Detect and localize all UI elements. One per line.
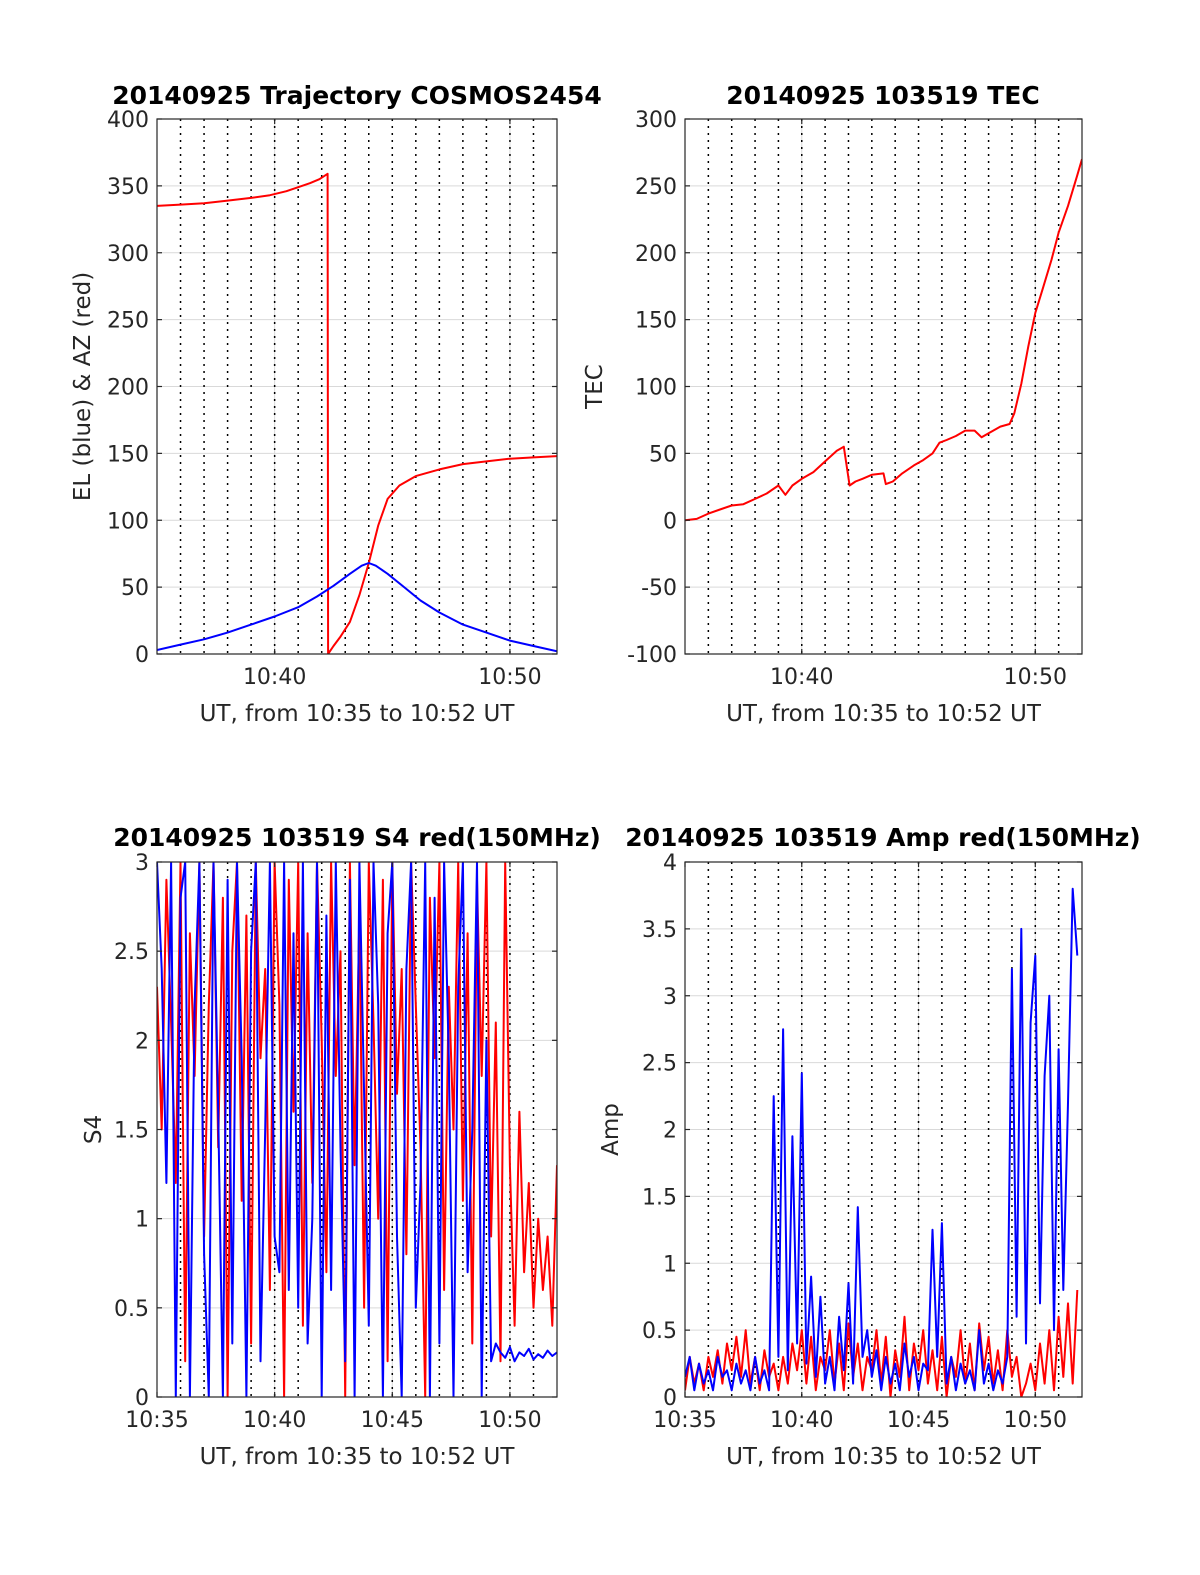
- chart-s4-ylabel: S4: [81, 1115, 107, 1144]
- chart-tec-ytick-label-1: -50: [641, 576, 677, 601]
- chart-tec-xtick-label-0: 10:40: [770, 665, 833, 690]
- chart-amp-xtick-label-1: 10:40: [770, 1408, 833, 1433]
- panel-s4: 0 0.5 1 1.5 2 2.5 3 10:35 10:40 10:45 10:50 2014092…: [81, 823, 601, 1470]
- chart-amp-ytick-label-5: 2.5: [642, 1052, 677, 1077]
- chart-amp-ylabel: Amp: [598, 1103, 624, 1156]
- chart-trajectory-xlabel: UT, from 10:35 to 10:52 UT: [200, 701, 516, 727]
- chart-trajectory-ytick-label-1: 50: [121, 576, 149, 601]
- chart-tec-ytick-label-5: 150: [635, 309, 677, 334]
- chart-tec-xtick-label-1: 10:50: [1004, 665, 1067, 690]
- chart-s4-ytick-label-3: 1.5: [114, 1119, 149, 1144]
- chart-s4-xtick-label-2: 10:45: [361, 1408, 424, 1433]
- chart-trajectory-ytick-label-8: 400: [107, 108, 149, 133]
- chart-trajectory-series-1: [157, 562, 557, 653]
- chart-tec-ytick-label-2: 0: [663, 509, 677, 534]
- chart-trajectory-ytick-label-4: 200: [107, 376, 149, 401]
- chart-tec-title: 20140925 103519 TEC: [726, 81, 1039, 110]
- chart-amp-xtick-label-2: 10:45: [887, 1408, 950, 1433]
- chart-tec-ytick-label-4: 100: [635, 376, 677, 401]
- chart-s4-ytick-label-5: 2.5: [114, 940, 149, 965]
- chart-amp-series-1: [685, 887, 1079, 1392]
- chart-s4-xtick-label-1: 10:40: [243, 1408, 306, 1433]
- chart-trajectory-ytick-label-3: 150: [107, 442, 149, 467]
- chart-amp-ytick-label-8: 4: [663, 851, 677, 876]
- chart-s4-xtick-label-0: 10:35: [125, 1408, 188, 1433]
- chart-tec-ytick-label-3: 50: [649, 442, 677, 467]
- chart-s4-title: 20140925 103519 S4 red(150MHz): [113, 823, 601, 852]
- chart-trajectory-series-0: [157, 172, 557, 654]
- chart-amp-ytick-label-3: 1.5: [642, 1185, 677, 1210]
- chart-tec-series-0: [685, 158, 1082, 522]
- chart-trajectory-xtick-label-0: 10:40: [243, 665, 306, 690]
- chart-trajectory-ytick-label-2: 100: [107, 509, 149, 534]
- chart-tec-ytick-label-6: 200: [635, 242, 677, 267]
- chart-s4-xlabel: UT, from 10:35 to 10:52 UT: [200, 1444, 516, 1470]
- chart-trajectory-ytick-label-5: 250: [107, 309, 149, 334]
- chart-tec-ylabel: TEC: [582, 364, 608, 410]
- chart-s4-ytick-label-4: 2: [135, 1029, 149, 1054]
- panel-trajectory: 0 50 100 150 200 250 300 350 400 10:40 10:50 201409…: [70, 81, 602, 727]
- panel-tec: -100 -50 0 50 100 150 200 250 300 10:40 10:50 20140…: [582, 81, 1083, 727]
- chart-tec-ytick-label-7: 250: [635, 175, 677, 200]
- chart-amp-xlabel: UT, from 10:35 to 10:52 UT: [726, 1444, 1042, 1470]
- chart-tec-xlabel: UT, from 10:35 to 10:52 UT: [726, 701, 1042, 727]
- chart-trajectory-ytick-label-0: 0: [135, 643, 149, 668]
- chart-amp-ytick-label-7: 3.5: [642, 918, 677, 943]
- chart-amp-ytick-label-6: 3: [663, 985, 677, 1010]
- chart-amp-xtick-label-0: 10:35: [653, 1408, 716, 1433]
- chart-trajectory-xtick-label-1: 10:50: [478, 665, 541, 690]
- chart-s4-xtick-label-3: 10:50: [478, 1408, 541, 1433]
- chart-tec-ytick-label-8: 300: [635, 108, 677, 133]
- chart-trajectory-ytick-label-7: 350: [107, 175, 149, 200]
- chart-trajectory-title: 20140925 Trajectory COSMOS2454: [112, 81, 602, 110]
- chart-amp-ytick-label-1: 0.5: [642, 1319, 677, 1344]
- chart-amp-ytick-label-0: 0: [663, 1386, 677, 1411]
- chart-s4-ytick-label-0: 0: [135, 1386, 149, 1411]
- chart-s4-ytick-label-6: 3: [135, 851, 149, 876]
- panel-amp: 0 0.5 1 1.5 2 2.5 3 3.5 4 10:35 10:40 10:45 10:50 201…: [598, 823, 1141, 1470]
- chart-amp-ytick-label-2: 1: [663, 1252, 677, 1277]
- chart-tec-ytick-label-0: -100: [627, 643, 677, 668]
- chart-trajectory-ylabel: EL (blue) & AZ (red): [70, 272, 96, 501]
- chart-s4-series-1: [157, 862, 557, 1397]
- chart-s4-ytick-label-1: 0.5: [114, 1297, 149, 1322]
- chart-amp-ytick-label-4: 2: [663, 1119, 677, 1144]
- chart-trajectory-ytick-label-6: 300: [107, 242, 149, 267]
- chart-amp-xtick-label-3: 10:50: [1004, 1408, 1067, 1433]
- chart-s4-ytick-label-2: 1: [135, 1208, 149, 1233]
- chart-amp-title: 20140925 103519 Amp red(150MHz): [625, 823, 1141, 852]
